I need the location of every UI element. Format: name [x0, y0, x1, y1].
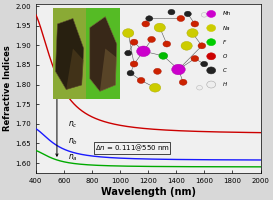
- Text: $\mathit{\Delta n}$ = 0.111@550 nm: $\mathit{\Delta n}$ = 0.111@550 nm: [95, 143, 170, 153]
- Y-axis label: Refractive Indices: Refractive Indices: [4, 46, 13, 131]
- Text: $n_a$: $n_a$: [68, 153, 78, 163]
- Text: $n_c$: $n_c$: [68, 120, 78, 130]
- Text: $n_b$: $n_b$: [68, 136, 78, 147]
- X-axis label: Wavelength (nm): Wavelength (nm): [101, 187, 196, 197]
